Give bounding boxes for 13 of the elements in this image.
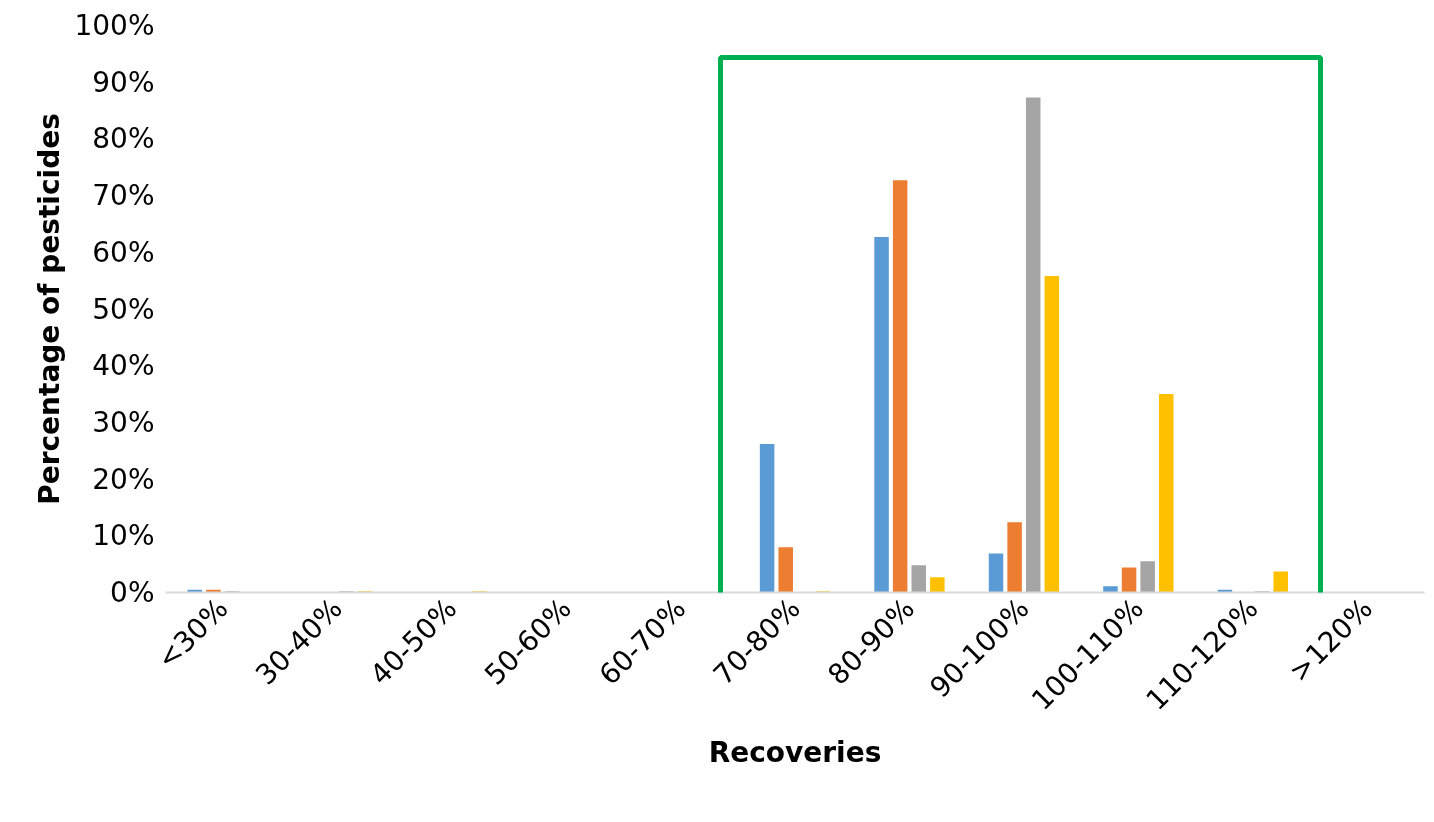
y-axis-title: Percentage of pesticides: [33, 113, 67, 505]
y-tick-label: 70%: [92, 179, 155, 213]
y-tick-label: 80%: [92, 122, 155, 156]
x-axis-title: Recoveries: [708, 736, 882, 770]
y-tick-label: 30%: [92, 405, 155, 439]
y-tick-label: 40%: [92, 349, 155, 383]
y-tick-label: 60%: [92, 235, 155, 269]
y-tick-label: 20%: [92, 462, 155, 496]
y-tick-label: 50%: [92, 292, 155, 326]
y-tick-label: 0%: [110, 576, 155, 609]
y-tick-label: 90%: [92, 65, 155, 99]
y-tick-label: 10%: [92, 519, 155, 553]
y-tick-label: 100%: [74, 9, 155, 42]
